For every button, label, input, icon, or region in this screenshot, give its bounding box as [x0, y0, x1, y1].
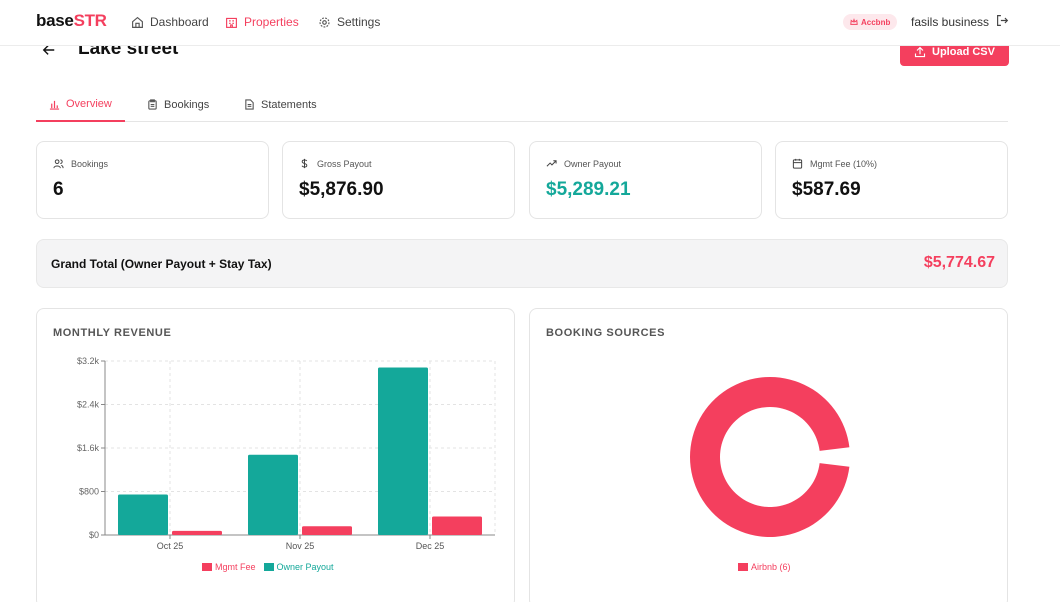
y-tick-label: $800 — [79, 487, 99, 497]
upload-csv-button[interactable]: Upload CSV — [900, 38, 1009, 66]
stat-label: Owner Payout — [564, 158, 622, 169]
stat-label: Mgmt Fee (10%) — [810, 158, 878, 169]
home-icon — [132, 16, 143, 28]
stat-card-bookings: Bookings 6 — [36, 141, 269, 219]
monthly-revenue-panel: MONTHLY REVENUE $0 $800 $1.6k $2.4k $3.2k Oct… — [36, 308, 515, 602]
upload-icon — [914, 46, 926, 58]
sources-legend: Airbnb (6) — [738, 562, 791, 572]
nav-settings[interactable]: Settings — [318, 15, 380, 29]
nav-settings-label: Settings — [337, 15, 381, 29]
top-navbar: baseSTR Dashboard Properties Settings Ac… — [0, 0, 1060, 46]
bar-chart-icon — [49, 100, 60, 110]
stat-card-gross-payout: Gross Payout $5,876.90 — [282, 141, 515, 219]
grand-total-bar: Grand Total (Owner Payout + Stay Tax) $5… — [36, 239, 1008, 288]
x-tick-label: Nov 25 — [286, 541, 315, 551]
logout-icon[interactable] — [996, 14, 1009, 27]
x-tick-label: Dec 25 — [416, 541, 445, 551]
crown-icon — [850, 18, 858, 25]
tab-bar: Overview Bookings Statements — [36, 88, 1008, 122]
grand-total-label: Grand Total (Owner Payout + Stay Tax) — [51, 257, 272, 271]
bar-owner-payout[interactable] — [378, 367, 428, 535]
nav-dashboard-label: Dashboard — [150, 15, 209, 29]
bar-mgmt-fee[interactable] — [302, 526, 352, 535]
gear-icon — [319, 16, 330, 28]
pie-slice-airbnb[interactable] — [690, 377, 850, 537]
nav-properties[interactable]: Properties — [225, 15, 299, 29]
stat-card-owner-payout: Owner Payout $5,289.21 — [529, 141, 762, 219]
tab-statements[interactable]: Statements — [244, 88, 317, 121]
y-tick-label: $0 — [89, 530, 99, 540]
account-badge[interactable]: Accbnb — [843, 14, 898, 30]
panel-title: MONTHLY REVENUE — [53, 327, 172, 339]
back-arrow-icon[interactable] — [42, 43, 56, 57]
tab-overview[interactable]: Overview — [36, 88, 125, 122]
app-logo[interactable]: baseSTR — [36, 11, 107, 30]
bar-mgmt-fee[interactable] — [432, 516, 482, 535]
booking-sources-chart — [690, 377, 850, 537]
nav-dashboard[interactable]: Dashboard — [131, 15, 209, 29]
trending-up-icon — [546, 160, 557, 167]
org-name: fasils business — [911, 15, 990, 29]
legend-item-mgmt-fee[interactable]: Mgmt Fee — [202, 562, 256, 572]
stat-value: $5,876.90 — [299, 179, 384, 200]
stat-value: $5,289.21 — [546, 179, 631, 200]
y-tick-label: $1.6k — [77, 443, 100, 453]
booking-sources-panel: BOOKING SOURCES Airbnb (6) — [529, 308, 1008, 602]
y-tick-label: $3.2k — [77, 356, 100, 366]
nav-properties-label: Properties — [244, 15, 299, 29]
revenue-legend: Mgmt Fee Owner Payout — [202, 562, 334, 572]
grand-total-value: $5,774.67 — [923, 254, 995, 271]
stat-label: Bookings — [71, 158, 109, 169]
stat-value: $587.69 — [792, 179, 861, 200]
building-icon — [226, 17, 237, 28]
calendar-icon — [792, 158, 803, 169]
y-tick-label: $2.4k — [77, 400, 100, 410]
stat-label: Gross Payout — [317, 158, 372, 169]
legend-item-airbnb[interactable]: Airbnb (6) — [738, 562, 791, 572]
legend-item-owner-payout[interactable]: Owner Payout — [263, 562, 334, 572]
users-icon — [53, 159, 64, 169]
document-icon — [245, 99, 254, 110]
stat-value: 6 — [53, 179, 64, 200]
dollar-icon — [301, 158, 308, 169]
monthly-revenue-chart: $0 $800 $1.6k $2.4k $3.2k Oct 25 Nov 25 Dec 25 — [77, 356, 496, 551]
x-tick-label: Oct 25 — [157, 541, 184, 551]
bar-mgmt-fee[interactable] — [172, 530, 222, 535]
clipboard-icon — [148, 99, 157, 110]
panel-title: BOOKING SOURCES — [546, 327, 666, 339]
tab-bookings[interactable]: Bookings — [147, 88, 209, 121]
stat-card-mgmt-fee: Mgmt Fee (10%) $587.69 — [775, 141, 1008, 219]
bar-owner-payout[interactable] — [118, 494, 168, 535]
bar-owner-payout[interactable] — [248, 454, 298, 535]
